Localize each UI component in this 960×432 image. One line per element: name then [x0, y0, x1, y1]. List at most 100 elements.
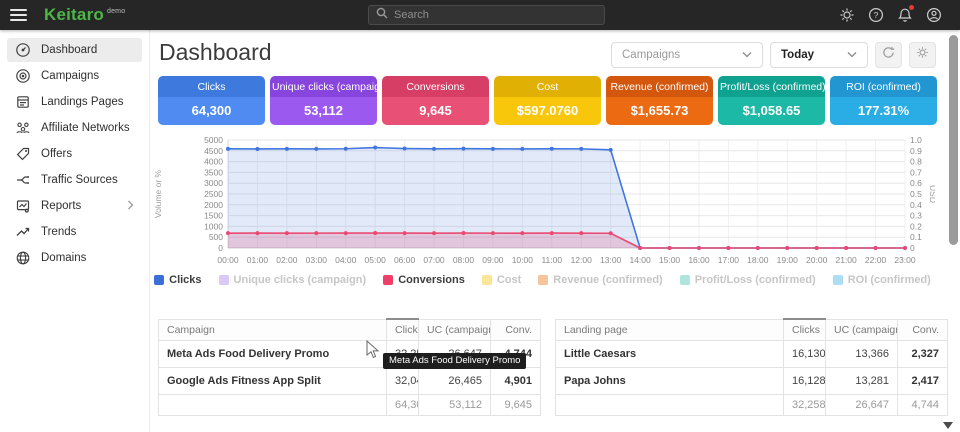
column-header-clicks[interactable]: Clicks [387, 319, 419, 340]
svg-text:5000: 5000 [204, 135, 223, 145]
table-row[interactable]: Little Caesars 16,130 13,366 2,327 [556, 340, 948, 367]
landings-pages-icon [15, 94, 31, 110]
stat-card-cost[interactable]: Cost$597.0760 [494, 76, 601, 125]
legend-item[interactable]: Unique clicks (campaign) [219, 274, 367, 286]
sidebar-item-offers[interactable]: Offers [7, 142, 142, 166]
table-header-row: Campaign Clicks UC (campaign) Conv. [159, 319, 541, 340]
dashboard-settings-button[interactable] [909, 42, 936, 68]
totals-clicks-cell: 32,258 [784, 394, 826, 415]
sidebar-item-label: Affiliate Networks [41, 122, 130, 134]
legend-item[interactable]: Clicks [154, 274, 201, 286]
uc-cell: 13,366 [826, 340, 898, 367]
app-logo[interactable]: Keitarodemo [44, 5, 125, 25]
conv-cell: 2,327 [898, 340, 948, 367]
column-header-uc-campaign[interactable]: UC (campaign) [419, 319, 491, 340]
stat-card-value: 64,300 [158, 97, 265, 125]
legend-item[interactable]: ROI (confirmed) [833, 274, 931, 286]
stat-card-profit-loss[interactable]: Profit/Loss (confirmed)$1,058.65 [718, 76, 825, 125]
traffic-chart[interactable]: 0500100015002000250030003500400045005000… [150, 135, 935, 267]
totals-clicks-cell: 64,300 [387, 394, 419, 415]
date-range-select[interactable]: Today [770, 42, 868, 68]
landing-name-cell[interactable]: Papa Johns [556, 367, 784, 394]
svg-text:0.7: 0.7 [910, 167, 922, 177]
sidebar-item-reports[interactable]: Reports [7, 194, 142, 218]
sidebar-item-campaigns[interactable]: Campaigns [7, 64, 142, 88]
sidebar: Dashboard Campaigns Landings Pages Affil… [0, 30, 150, 432]
trends-icon [15, 224, 31, 240]
chevron-down-icon [847, 49, 857, 61]
legend-swatch [482, 275, 492, 285]
clicks-cell: 32,042 [387, 367, 419, 394]
column-header-conv[interactable]: Conv. [898, 319, 948, 340]
sidebar-item-label: Dashboard [41, 44, 97, 56]
sidebar-item-domains[interactable]: Domains [7, 246, 142, 270]
table-row[interactable]: Papa Johns 16,128 13,281 2,417 [556, 367, 948, 394]
sidebar-item-label: Offers [41, 148, 72, 160]
sidebar-item-label: Landings Pages [41, 96, 123, 108]
legend-swatch [833, 275, 843, 285]
column-header-campaign[interactable]: Campaign [159, 319, 387, 340]
notification-dot [909, 5, 914, 10]
table-totals-row: 32,258 26,647 4,744 [556, 394, 948, 415]
refresh-button[interactable] [875, 42, 902, 68]
settings-gear-icon[interactable] [839, 7, 855, 23]
notifications-bell-icon[interactable] [897, 7, 913, 23]
chevron-down-icon [742, 49, 752, 61]
svg-text:14:00: 14:00 [629, 255, 651, 265]
account-icon[interactable] [926, 7, 942, 23]
legend-item[interactable]: Cost [482, 274, 521, 286]
campaign-name-cell[interactable]: Meta Ads Food Delivery Promo [159, 340, 387, 367]
campaigns-filter-select[interactable]: Campaigns [611, 42, 763, 68]
svg-text:0.1: 0.1 [910, 232, 922, 242]
svg-text:1000: 1000 [204, 221, 223, 231]
totals-label-cell [556, 394, 784, 415]
sidebar-item-label: Campaigns [41, 70, 99, 82]
traffic-sources-split-icon [15, 172, 31, 188]
sidebar-item-dashboard[interactable]: Dashboard [7, 38, 142, 62]
campaign-name-cell[interactable]: Google Ads Fitness App Split [159, 367, 387, 394]
column-header-landing-page[interactable]: Landing page [556, 319, 784, 340]
scroll-down-arrow-icon[interactable] [943, 422, 953, 429]
sidebar-item-traffic-sources[interactable]: Traffic Sources [7, 168, 142, 192]
svg-text:21:00: 21:00 [835, 255, 857, 265]
legend-item[interactable]: Profit/Loss (confirmed) [680, 274, 816, 286]
campaigns-target-icon [15, 68, 31, 84]
svg-text:0: 0 [910, 243, 915, 253]
stat-card-label: Profit/Loss (confirmed) [718, 76, 825, 97]
legend-label: Profit/Loss (confirmed) [695, 274, 816, 286]
column-header-clicks[interactable]: Clicks [784, 319, 826, 340]
topbar: Keitarodemo ? [0, 0, 960, 30]
svg-text:20:00: 20:00 [806, 255, 828, 265]
svg-text:19:00: 19:00 [777, 255, 799, 265]
sidebar-item-affiliate-networks[interactable]: Affiliate Networks [7, 116, 142, 140]
menu-icon[interactable] [10, 6, 36, 24]
stat-card-clicks[interactable]: Clicks64,300 [158, 76, 265, 125]
svg-text:13:00: 13:00 [600, 255, 622, 265]
legend-item[interactable]: Revenue (confirmed) [538, 274, 662, 286]
svg-text:4000: 4000 [204, 157, 223, 167]
svg-text:07:00: 07:00 [423, 255, 445, 265]
help-icon[interactable]: ? [868, 7, 884, 23]
legend-label: Conversions [398, 274, 465, 286]
sidebar-item-trends[interactable]: Trends [7, 220, 142, 244]
table-row[interactable]: Google Ads Fitness App Split 32,042 26,4… [159, 367, 541, 394]
stat-card-revenue[interactable]: Revenue (confirmed)$1,655.73 [606, 76, 713, 125]
search-box[interactable] [368, 5, 605, 25]
legend-swatch [538, 275, 548, 285]
search-input[interactable] [394, 9, 597, 21]
column-header-uc-campaign[interactable]: UC (campaign) [826, 319, 898, 340]
landing-name-cell[interactable]: Little Caesars [556, 340, 784, 367]
dashboard-gauge-icon [15, 42, 31, 58]
logo-demo-badge: demo [107, 8, 125, 15]
stat-card-label: Cost [494, 76, 601, 97]
stat-card-unique-clicks[interactable]: Unique clicks (campaign)53,112 [270, 76, 377, 125]
sidebar-item-landings-pages[interactable]: Landings Pages [7, 90, 142, 114]
vertical-scrollbar-thumb[interactable] [949, 35, 958, 245]
legend-item[interactable]: Conversions [383, 274, 465, 286]
stat-card-conversions[interactable]: Conversions9,645 [382, 76, 489, 125]
column-header-conv[interactable]: Conv. [491, 319, 541, 340]
refresh-icon [882, 46, 895, 64]
totals-conv-cell: 4,744 [898, 394, 948, 415]
stat-card-roi[interactable]: ROI (confirmed)177.31% [830, 76, 937, 125]
svg-text:3500: 3500 [204, 167, 223, 177]
